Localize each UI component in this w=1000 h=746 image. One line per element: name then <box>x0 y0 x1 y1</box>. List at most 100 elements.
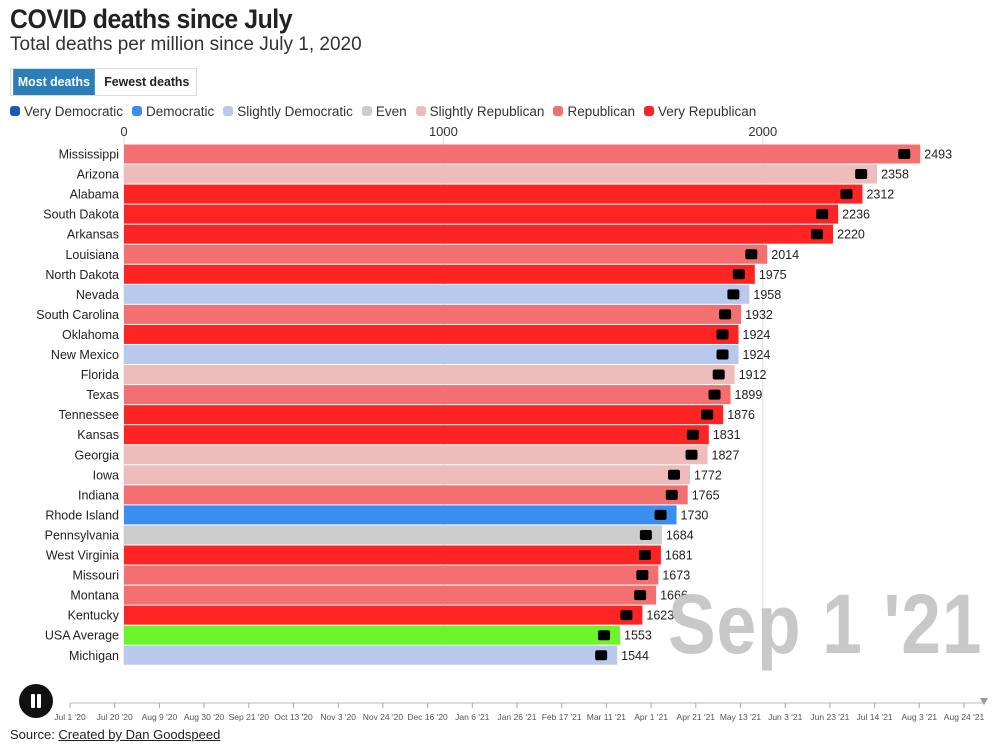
timeline-tick-label: Aug 9 '20 <box>142 712 178 722</box>
chart-title: COVID deaths since July <box>10 4 293 34</box>
pause-icon <box>31 694 35 708</box>
bar <box>124 645 618 665</box>
source-prefix: Source: <box>10 727 59 742</box>
legend-swatch <box>644 106 654 116</box>
value-label: 1831 <box>713 428 741 442</box>
x-tick-label: 1000 <box>429 124 458 139</box>
source-credit: Source: Created by Dan Goodspeed <box>10 727 220 742</box>
category-label: New Mexico <box>51 348 119 362</box>
pause-button[interactable] <box>19 684 53 718</box>
legend-item: Very Democratic <box>10 104 123 119</box>
state-shape-icon <box>654 509 667 520</box>
value-label: 1912 <box>739 368 767 382</box>
category-label: Iowa <box>93 468 119 482</box>
value-label: 1684 <box>666 528 694 542</box>
legend-swatch <box>553 106 564 116</box>
bar <box>124 505 677 525</box>
pause-icon-bar <box>37 694 41 708</box>
category-label: Louisiana <box>65 248 119 262</box>
state-shape-icon <box>855 169 868 180</box>
value-label: 2220 <box>837 228 865 242</box>
legend-item: Slightly Republican <box>415 103 545 119</box>
legend-swatch <box>361 106 372 116</box>
timeline-tick-label: Aug 24 '21 <box>944 712 985 722</box>
timeline-tick-label: Aug 30 '20 <box>184 712 225 722</box>
bar <box>124 184 863 204</box>
category-label: Arizona <box>77 168 119 182</box>
bar <box>124 264 755 284</box>
state-shape-icon <box>716 329 729 340</box>
most-deaths-button[interactable]: Most deaths <box>13 69 95 95</box>
source-link[interactable]: Created by Dan Goodspeed <box>58 727 221 742</box>
category-label: Florida <box>81 368 119 382</box>
value-label: 1673 <box>662 569 690 583</box>
bar <box>124 164 878 184</box>
timeline-handle-icon <box>980 698 988 705</box>
category-label: Alabama <box>70 188 119 202</box>
category-label: Georgia <box>75 448 120 462</box>
timeline-tick-label: Mar 11 '21 <box>587 712 627 722</box>
bar <box>124 284 750 304</box>
value-label: 2236 <box>842 208 870 222</box>
timeline-tick-label: Nov 24 '20 <box>363 712 404 722</box>
timeline-tick-label: Nov 3 '20 <box>320 712 356 722</box>
timeline-tick-label: Jan 6 '21 <box>455 712 490 722</box>
bar <box>124 525 662 545</box>
state-shape-icon <box>745 249 758 260</box>
state-shape-icon <box>732 269 745 280</box>
category-label: Mississippi <box>59 148 119 162</box>
state-shape-icon <box>898 149 911 159</box>
category-label: Kentucky <box>68 609 120 623</box>
x-tick-label: 0 <box>120 124 127 139</box>
category-label: South Dakota <box>43 208 119 222</box>
state-shape-icon <box>840 189 853 200</box>
state-shape-icon <box>716 349 729 360</box>
value-label: 1772 <box>694 468 722 482</box>
value-label: 1666 <box>660 589 688 603</box>
timeline-tick-label: Apr 1 '21 <box>634 712 668 722</box>
category-label: Rhode Island <box>45 508 119 522</box>
category-label: West Virginia <box>46 549 119 563</box>
legend-label: Slightly Republican <box>429 103 545 119</box>
bar <box>124 625 621 645</box>
state-shape-icon <box>667 469 680 480</box>
bar <box>124 585 657 605</box>
bar <box>124 445 708 465</box>
bar <box>124 345 739 364</box>
value-label: 1553 <box>624 629 652 643</box>
timeline-tick-label: Jul 20 '20 <box>97 712 133 722</box>
category-label: Texas <box>86 388 119 402</box>
bar <box>124 224 834 244</box>
category-label: Missouri <box>72 569 119 583</box>
state-shape-icon <box>719 309 732 320</box>
state-shape-icon <box>685 449 698 460</box>
timeline-tick-label: Jun 3 '21 <box>768 712 803 722</box>
state-shape-icon <box>665 489 678 500</box>
state-shape-icon <box>811 229 824 240</box>
value-label: 1932 <box>745 308 773 322</box>
state-shape-icon <box>712 369 725 380</box>
value-label: 1975 <box>759 268 787 282</box>
bar <box>124 465 690 485</box>
legend-swatch <box>223 106 234 116</box>
category-label: Kansas <box>77 428 119 442</box>
value-label: 1899 <box>735 388 763 402</box>
timeline-tick-label: Aug 3 '21 <box>901 712 937 722</box>
legend-label: Very Democratic <box>24 103 124 119</box>
timeline-tick-label: Jun 23 '21 <box>810 712 849 722</box>
state-shape-icon <box>708 389 721 400</box>
legend-label: Even <box>375 103 407 119</box>
fewest-deaths-button[interactable]: Fewest deaths <box>99 69 194 95</box>
legend: Very Democratic Democratic Slightly Democr… <box>10 101 765 121</box>
state-shape-icon <box>686 429 699 440</box>
state-shape-icon <box>598 630 611 641</box>
timeline-tick-label: Dec 16 '20 <box>407 712 448 722</box>
category-label: Oklahoma <box>62 328 119 342</box>
bar <box>124 144 921 164</box>
legend-label: Very Republican <box>658 103 757 119</box>
timeline-tick-label: Jan 26 '21 <box>498 712 537 722</box>
category-label: South Carolina <box>36 308 119 322</box>
value-label: 1623 <box>646 609 674 623</box>
timeline-tick-label: Oct 13 '20 <box>274 712 313 722</box>
